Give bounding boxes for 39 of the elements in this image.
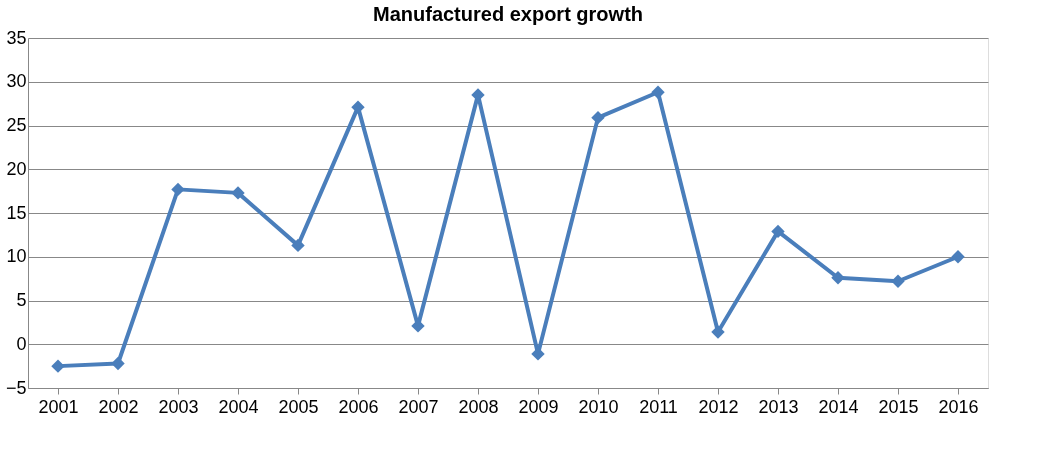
y-tick-label: 10 (6, 246, 27, 267)
x-tick-label: 2012 (698, 396, 739, 417)
chart-title: Manufactured export growth (372, 3, 644, 25)
point (891, 274, 905, 288)
point (231, 186, 245, 200)
x-tick-label: 2007 (398, 396, 439, 417)
point (111, 356, 125, 371)
x-tick-label: 2010 (578, 396, 619, 417)
point (951, 250, 965, 264)
x-tick-label: 2009 (518, 396, 559, 417)
y-tick-label: 25 (6, 115, 27, 135)
y-tick-label: 20 (6, 158, 27, 179)
point (591, 110, 605, 125)
y-tick-label: 0 (16, 333, 27, 354)
point (171, 182, 185, 197)
y-tick-label: 35 (6, 27, 27, 48)
point (651, 85, 665, 99)
x-tick-label: 2003 (158, 396, 199, 417)
y-tick-label: −5 (5, 377, 27, 398)
x-tick-label: 2001 (38, 396, 79, 417)
x-tick-label: 2004 (218, 396, 259, 417)
point (291, 238, 305, 253)
x-tick-label: 2011 (639, 396, 678, 417)
point (711, 325, 725, 339)
x-tick-label: 2016 (938, 396, 979, 417)
x-tick-label: 2002 (98, 396, 139, 417)
x-tick-label: 2008 (458, 396, 499, 417)
x-tick-label: 2005 (278, 396, 319, 417)
x-tick-label: 2015 (878, 396, 919, 417)
x-tick-label: 2013 (758, 396, 799, 417)
y-tick-label: 15 (6, 202, 27, 223)
y-tick-label: 30 (6, 71, 27, 92)
point (831, 271, 845, 285)
x-tick-label: 2006 (338, 396, 379, 417)
y-tick-label: 5 (16, 290, 27, 310)
point (51, 359, 65, 373)
x-tick-label: 2014 (818, 396, 859, 417)
point (771, 224, 785, 239)
point (351, 100, 365, 114)
